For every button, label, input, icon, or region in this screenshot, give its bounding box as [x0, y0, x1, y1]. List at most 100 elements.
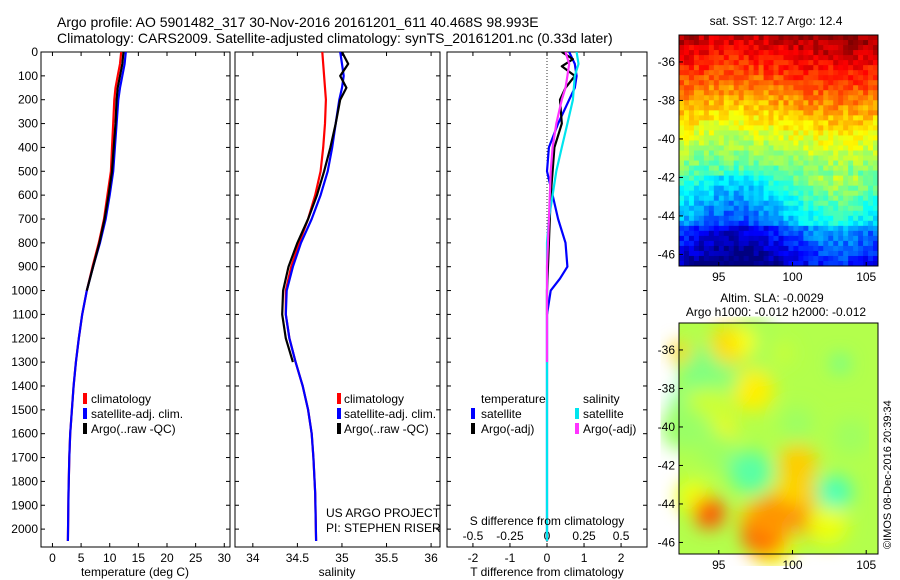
sst-cell [828, 195, 834, 202]
sst-cell [679, 35, 685, 41]
sst-cell [808, 245, 814, 252]
sst-cell [728, 65, 735, 71]
sst-cell [788, 170, 794, 177]
salinity-legend: climatology satellite-adj. clim. Argo(..… [337, 392, 436, 436]
sst-cell [778, 255, 784, 262]
sst-cell [758, 230, 764, 237]
x-tick-label: 35.5 [375, 551, 399, 565]
sla-blob [693, 497, 726, 529]
sst-cell [728, 260, 735, 267]
sst-cell [688, 190, 695, 197]
sst-cell [808, 75, 814, 81]
sst-cell [838, 120, 844, 126]
sst-cell [768, 210, 774, 217]
sst-cell [793, 55, 799, 61]
sst-cell [793, 215, 799, 222]
sst-cell [738, 220, 745, 227]
sst-cell [788, 225, 794, 232]
sst-cell [768, 40, 774, 46]
sst-cell [748, 50, 755, 56]
sst-cell [753, 65, 760, 71]
sst-cell [688, 230, 695, 237]
sst-cell [818, 50, 824, 56]
sst-cell [828, 65, 834, 71]
sst-cell [718, 160, 725, 166]
sst-cell [708, 250, 715, 257]
sst-cell [868, 80, 874, 86]
sst-cell [793, 225, 799, 232]
sst-cell [848, 225, 854, 232]
sst-cell [858, 90, 864, 96]
sst-cell [698, 170, 705, 177]
sst-cell [738, 125, 745, 131]
sst-cell [738, 245, 745, 252]
sst-cell [698, 180, 705, 187]
sst-cell [733, 190, 740, 197]
sst-cell [823, 185, 829, 192]
sst-cell [708, 70, 715, 76]
sst-cell [728, 245, 735, 252]
sla-map-title-1: Altim. SLA: -0.0029 [720, 291, 824, 305]
sst-cell [758, 205, 764, 212]
sst-cell [773, 140, 779, 146]
sst-cell [863, 50, 869, 56]
sst-cell [873, 115, 879, 121]
sst-cell [763, 185, 769, 192]
sst-cell [679, 85, 685, 91]
sst-cell [758, 225, 764, 232]
sst-cell [738, 50, 745, 56]
sst-cell [679, 45, 685, 51]
sst-cell [713, 40, 720, 46]
sst-cell [868, 65, 874, 71]
sst-cell [718, 90, 725, 96]
sst-cell [803, 245, 809, 252]
sst-cell [723, 65, 730, 71]
sst-cell [713, 120, 720, 126]
sst-cell [753, 70, 760, 76]
sst-cell [863, 110, 869, 116]
sst-cell [793, 230, 799, 237]
sst-cell [773, 165, 779, 171]
sst-cell [868, 140, 874, 146]
sst-cell [733, 115, 740, 121]
sst-cell [693, 40, 700, 46]
sst-cell [813, 65, 819, 71]
sst-cell [753, 165, 760, 171]
sst-cell [723, 200, 730, 207]
sst-cell [798, 175, 804, 182]
sst-cell [708, 85, 715, 91]
x-tick-label: 34 [246, 551, 260, 565]
sst-cell [758, 40, 764, 46]
sst-cell [723, 160, 730, 166]
sst-cell [713, 55, 720, 61]
sst-cell [813, 115, 819, 121]
sst-cell [788, 125, 794, 131]
sst-cell [813, 240, 819, 247]
sst-cell [753, 135, 760, 141]
sst-cell [828, 55, 834, 61]
sst-cell [743, 100, 750, 106]
sst-cell [783, 170, 789, 177]
sst-cell [758, 250, 764, 257]
depth-ticks: 0100200300400500600700800900100011001200… [11, 45, 230, 536]
sst-cell [698, 185, 705, 192]
sst-cell [803, 160, 809, 166]
sst-cell [843, 215, 849, 222]
sst-cell [743, 40, 750, 46]
sst-cell [803, 85, 809, 91]
sst-cell [763, 70, 769, 76]
sst-cell [863, 185, 869, 192]
sst-cell [858, 170, 864, 177]
sst-cell [833, 255, 839, 262]
sst-cell [758, 245, 764, 252]
salinity-x-ticks: 34 34.5 35 35.5 36 [246, 52, 438, 565]
sst-cell [848, 80, 854, 86]
sst-cell [813, 235, 819, 242]
sst-cell [748, 255, 755, 262]
sst-cell [758, 255, 764, 262]
sst-cell [788, 215, 794, 222]
sst-cell [723, 165, 730, 171]
sst-cell [688, 235, 695, 242]
sst-cell [783, 75, 789, 81]
sst-map-panel: sat. SST: 12.7 Argo: 12.4 95 100 105-36-38… [658, 14, 879, 284]
